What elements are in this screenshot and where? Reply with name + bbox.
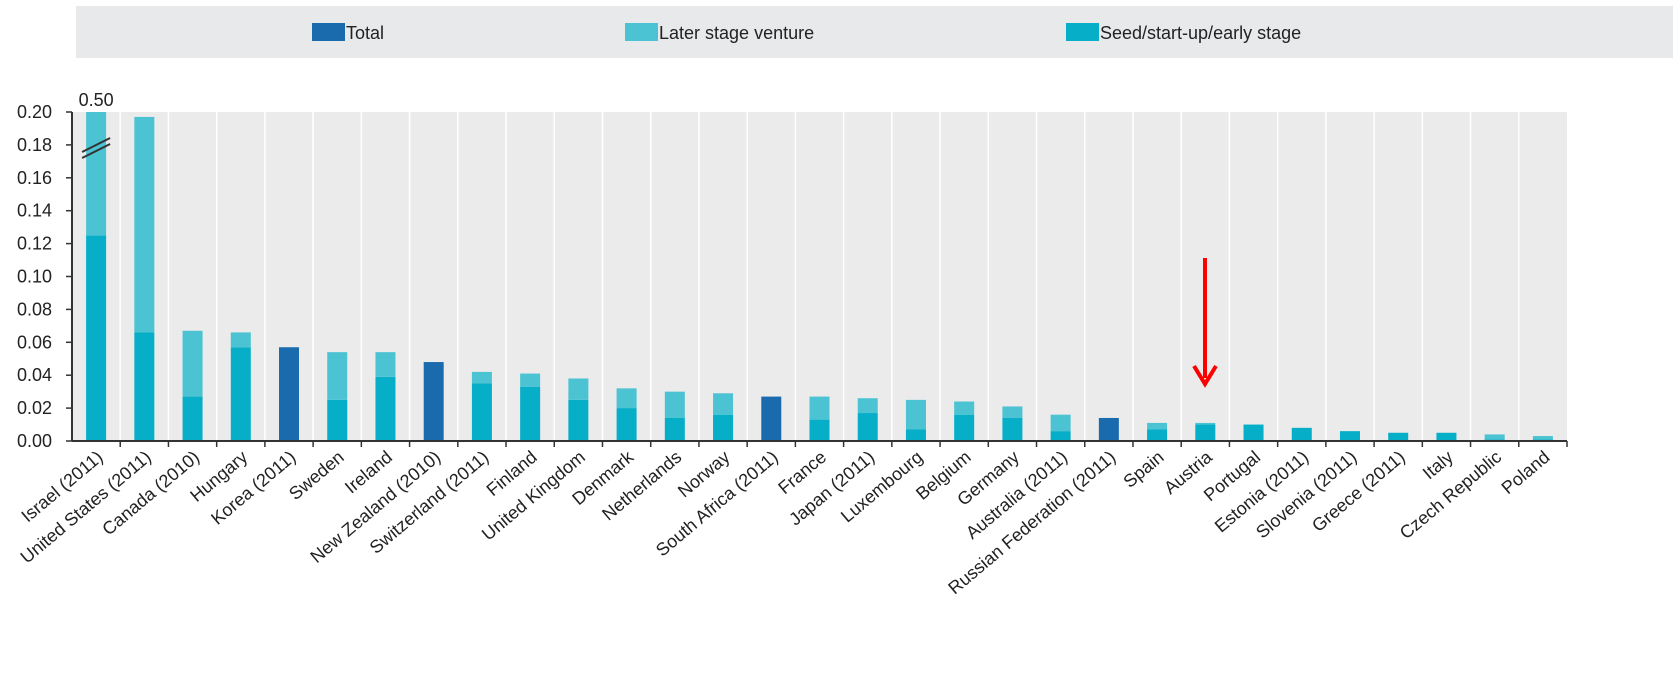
legend-label: Later stage venture: [659, 23, 814, 43]
x-tick-label: Sweden: [285, 447, 348, 504]
bar-segment: [1050, 414, 1071, 432]
y-tick-label: 0.12: [17, 234, 52, 254]
bar-segment: [809, 419, 830, 441]
bar-segment: [327, 352, 348, 400]
bar-segment: [471, 371, 492, 384]
y-tick-label: 0.14: [17, 201, 52, 221]
y-tick-label: 0.02: [17, 398, 52, 418]
bar-segment: [761, 396, 782, 441]
y-tick-label: 0.10: [17, 267, 52, 287]
x-tick-label: Poland: [1498, 447, 1554, 498]
y-tick-label: 0.00: [17, 431, 52, 451]
bar-segment: [230, 332, 251, 348]
bar-segment: [423, 362, 444, 441]
bar-segment: [1484, 434, 1505, 440]
bar-segment: [1291, 427, 1312, 441]
legend-label: Seed/start-up/early stage: [1100, 23, 1301, 43]
bar-segment: [954, 401, 975, 415]
legend-label: Total: [346, 23, 384, 43]
x-tick-label: Spain: [1120, 447, 1168, 492]
bar-segment: [471, 383, 492, 441]
bar-segment: [1002, 406, 1023, 418]
grid: [66, 111, 1568, 447]
bar-segment: [520, 373, 541, 387]
y-tick-label: 0.04: [17, 365, 52, 385]
bar-segment: [954, 414, 975, 441]
bar-segment: [1532, 436, 1553, 440]
legend-swatch: [625, 23, 658, 41]
bar-segment: [568, 399, 589, 441]
bar-segment: [713, 414, 734, 441]
bar-segment: [1243, 424, 1264, 441]
bar-segment: [279, 347, 300, 441]
bar-segment: [713, 393, 734, 415]
bar-segment: [616, 408, 637, 441]
bar-segment: [1195, 424, 1216, 441]
bar-segment: [905, 429, 926, 441]
bar-segment: [375, 352, 396, 377]
bar-segment: [182, 396, 203, 441]
y-tick-label: 0.06: [17, 332, 52, 352]
bar-segment: [616, 388, 637, 409]
bar-segment: [1195, 422, 1216, 425]
bars: [86, 112, 1553, 441]
y-tick-label: 0.16: [17, 168, 52, 188]
break-mark: [81, 137, 111, 153]
y-tick-label: 0.20: [17, 102, 52, 122]
bar-segment: [182, 330, 203, 397]
bar-segment: [1388, 432, 1409, 441]
bar-segment: [327, 399, 348, 441]
y-tick-label: 0.08: [17, 299, 52, 319]
bar-segment: [520, 386, 541, 441]
bar-segment: [1098, 417, 1119, 441]
legend-swatch: [1066, 23, 1099, 41]
bar-segment: [86, 235, 107, 441]
bar-segment: [1147, 422, 1168, 430]
bar-segment: [1050, 431, 1071, 441]
bar-segment: [905, 399, 926, 430]
bar-segment: [1002, 417, 1023, 441]
bar-segment: [1436, 432, 1457, 441]
bar-segment: [568, 378, 589, 400]
annotation-arrow: [1192, 258, 1218, 388]
break-mark: [81, 143, 111, 159]
plot-background: [72, 112, 1567, 441]
bar-segment: [1339, 431, 1360, 441]
x-tick-label: Italy: [1419, 447, 1457, 484]
legend-swatch: [312, 23, 345, 41]
bar-segment: [134, 332, 155, 441]
bar-segment: [664, 391, 685, 418]
bar-segment: [230, 347, 251, 441]
bar-segment: [809, 396, 830, 420]
arrow-head: [1192, 364, 1218, 388]
y-tick-label: 0.18: [17, 135, 52, 155]
bar-segment: [857, 413, 878, 441]
bar-segment: [1147, 429, 1168, 441]
bar-segment: [134, 116, 155, 333]
break-label: 0.50: [79, 90, 114, 110]
bar-segment: [857, 398, 878, 414]
bar-segment: [664, 417, 685, 441]
bar-segment: [375, 376, 396, 441]
